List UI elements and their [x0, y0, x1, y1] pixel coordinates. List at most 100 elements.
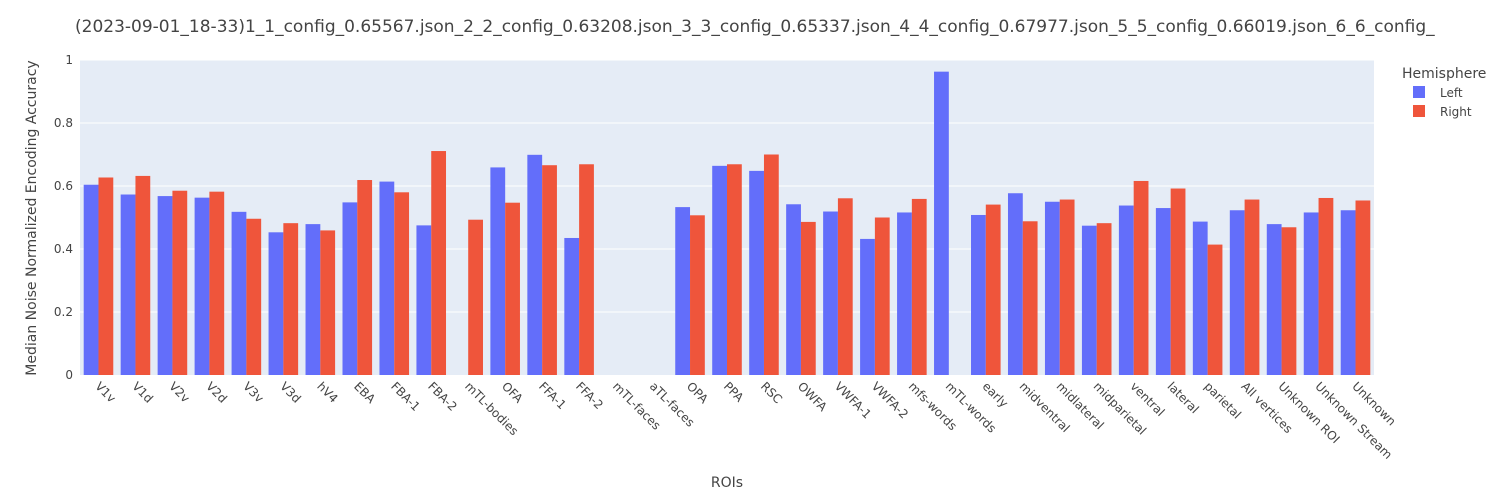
x-tick-label: VWFA-2 — [869, 379, 911, 421]
bar-right[interactable] — [505, 202, 520, 375]
bar-left[interactable] — [342, 202, 358, 375]
bar-right[interactable] — [1096, 223, 1112, 375]
bar-left[interactable] — [823, 211, 838, 375]
bar-left[interactable] — [1266, 224, 1282, 375]
bar-left[interactable] — [712, 165, 727, 375]
bar-right[interactable] — [283, 223, 299, 375]
bar-left[interactable] — [157, 196, 173, 375]
bar-left[interactable] — [1155, 208, 1171, 375]
bar-left[interactable] — [564, 237, 580, 375]
bar-left[interactable] — [120, 194, 136, 375]
bar-left[interactable] — [1044, 201, 1060, 375]
bar-left[interactable] — [194, 197, 210, 375]
bar-right[interactable] — [727, 164, 742, 375]
x-tick-label: V1d — [129, 379, 155, 405]
bar-left[interactable] — [971, 214, 986, 375]
x-axis-title: ROIs — [711, 475, 743, 491]
legend-swatch-left — [1413, 86, 1425, 98]
y-tick-labels: 0 0.2 0.4 0.6 0.8 1 — [54, 53, 73, 382]
y-tick-label: 0.8 — [54, 116, 73, 130]
bar-right[interactable] — [357, 180, 373, 375]
bar-left[interactable] — [490, 167, 506, 375]
bar-right[interactable] — [1022, 221, 1038, 375]
bar-right[interactable] — [320, 230, 336, 375]
legend-label-left: Left — [1440, 86, 1463, 100]
bar-left[interactable] — [1303, 212, 1319, 375]
x-tick-label: FBA-2 — [425, 379, 460, 414]
bar-right[interactable] — [1133, 180, 1149, 375]
legend-item-right[interactable]: Right — [1413, 105, 1472, 119]
bar-right[interactable] — [579, 164, 594, 375]
x-tick-label: V2d — [203, 379, 229, 405]
bar-right[interactable] — [1059, 199, 1075, 375]
bar-right[interactable] — [690, 215, 705, 375]
bar-right[interactable] — [1281, 227, 1297, 375]
bar-left[interactable] — [305, 224, 321, 375]
bar-right[interactable] — [985, 204, 1001, 375]
bar-left[interactable] — [1081, 225, 1097, 375]
bar-left[interactable] — [83, 184, 99, 375]
bars — [83, 71, 1371, 376]
bar-left[interactable] — [897, 212, 912, 375]
bar-right[interactable] — [172, 190, 188, 375]
bar-right[interactable] — [800, 221, 816, 375]
bar-right[interactable] — [209, 191, 225, 375]
legend-item-left[interactable]: Left — [1413, 86, 1463, 100]
x-tick-label: V1v — [92, 379, 118, 405]
bar-right[interactable] — [394, 192, 410, 375]
bar-right[interactable] — [1170, 188, 1186, 375]
x-tick-label: RSC — [758, 379, 785, 406]
legend-title: Hemisphere — [1402, 66, 1486, 82]
x-tick-label: parietal — [1202, 379, 1244, 421]
x-tick-label: lateral — [1165, 379, 1202, 416]
bar-right[interactable] — [246, 218, 262, 375]
x-tick-label: V3d — [277, 379, 303, 405]
x-tick-label: FFA-1 — [536, 379, 569, 412]
bar-left[interactable] — [527, 154, 543, 375]
x-tick-label: EBA — [351, 379, 378, 406]
x-tick-label: OFA — [499, 379, 526, 406]
bar-right[interactable] — [763, 154, 779, 376]
bar-right[interactable] — [1355, 200, 1371, 375]
bar-right[interactable] — [1207, 244, 1223, 375]
chart-title: (2023-09-01_18-33)1_1_config_0.65567.jso… — [75, 17, 1435, 37]
x-tick-label: FFA-2 — [573, 379, 606, 412]
bar-left[interactable] — [268, 232, 284, 375]
bar-left[interactable] — [416, 225, 432, 375]
bar-right[interactable] — [542, 165, 557, 375]
y-tick-label: 0.6 — [54, 179, 73, 193]
bar-left[interactable] — [1192, 221, 1208, 375]
x-tick-label: VWFA-1 — [832, 379, 874, 421]
bar-left[interactable] — [1229, 210, 1245, 375]
bar-right[interactable] — [911, 198, 927, 375]
bar-left[interactable] — [749, 170, 764, 375]
bar-left[interactable] — [786, 204, 801, 375]
x-tick-label: PPA — [721, 379, 747, 405]
legend-swatch-right — [1413, 105, 1425, 117]
bar-left[interactable] — [860, 238, 875, 375]
bar-left[interactable] — [1118, 205, 1134, 375]
bar-right[interactable] — [468, 219, 483, 375]
x-tick-label: FBA-1 — [388, 379, 423, 414]
legend-label-right: Right — [1440, 105, 1472, 119]
x-tick-label: hV4 — [314, 379, 340, 405]
bar-left[interactable] — [934, 71, 949, 375]
x-tick-label: early — [980, 379, 1011, 410]
bar-right[interactable] — [431, 151, 447, 375]
x-tick-label: OPA — [684, 379, 712, 407]
bar-left[interactable] — [675, 207, 691, 375]
bar-left[interactable] — [379, 181, 395, 375]
bar-left[interactable] — [231, 211, 247, 375]
y-tick-label: 0.4 — [54, 242, 73, 256]
x-tick-label: V3v — [240, 379, 266, 405]
bar-right[interactable] — [874, 217, 890, 376]
bar-right[interactable] — [98, 177, 114, 375]
bar-right[interactable] — [837, 198, 853, 375]
bar-right[interactable] — [1244, 199, 1260, 375]
bar-right[interactable] — [1318, 197, 1334, 375]
bar-left[interactable] — [1340, 210, 1356, 375]
bar-right[interactable] — [135, 175, 151, 375]
bar-left[interactable] — [1007, 193, 1023, 375]
y-tick-label: 0.2 — [54, 305, 73, 319]
